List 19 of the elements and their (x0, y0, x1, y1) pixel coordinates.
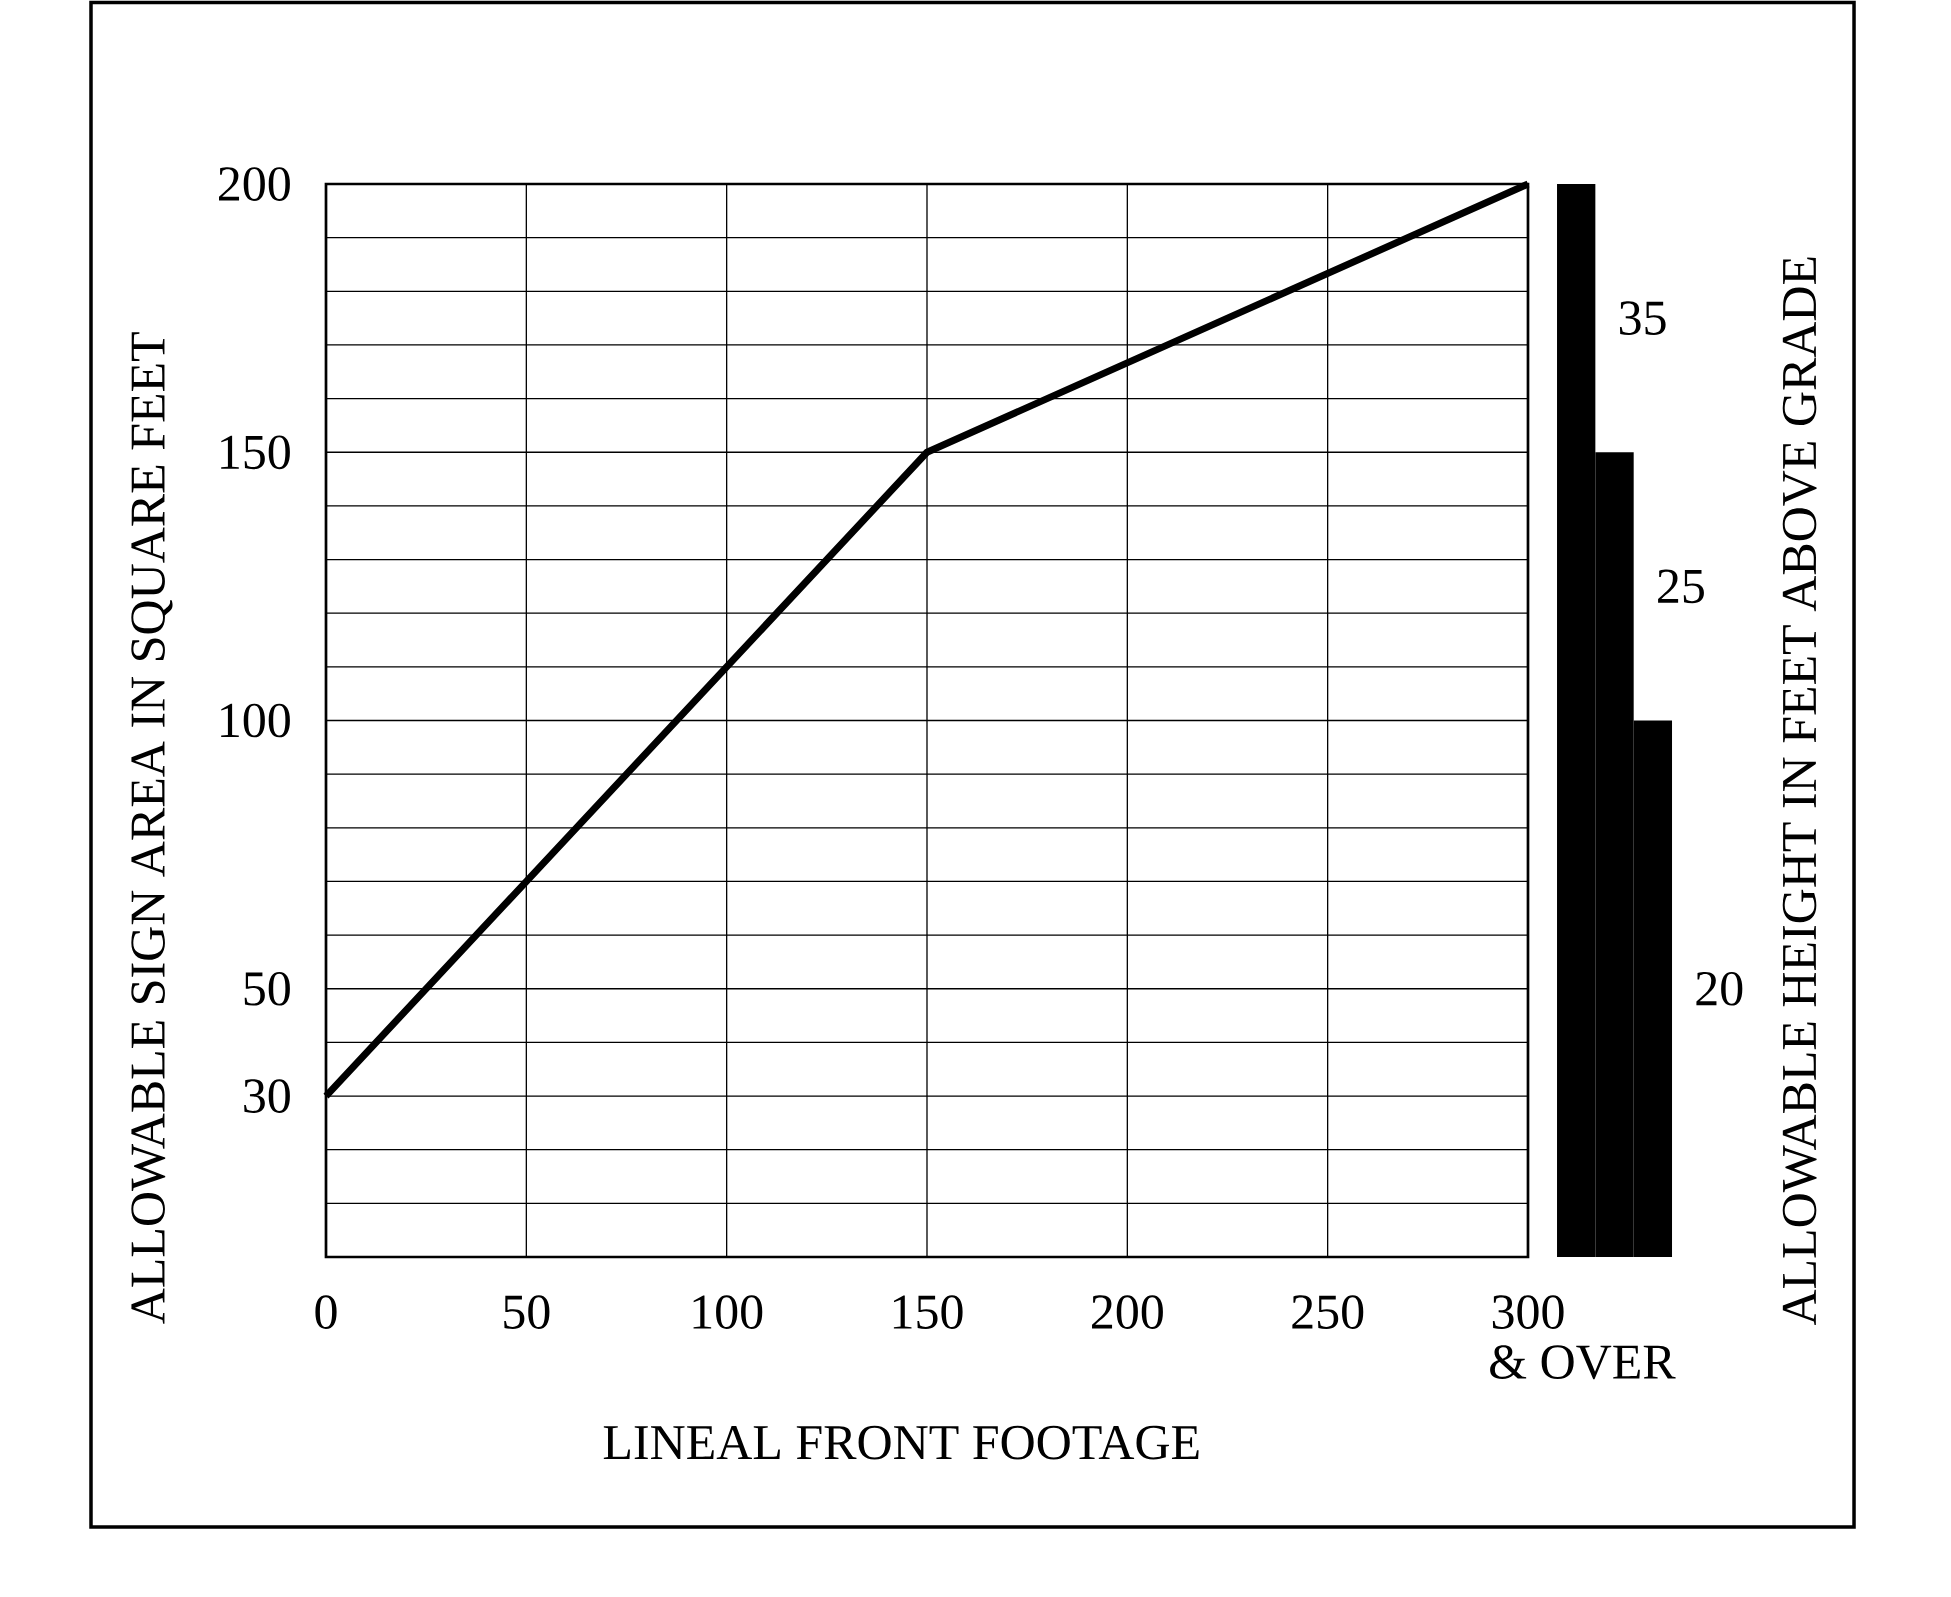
x-tick-label: 150 (893, 1295, 963, 1329)
x-axis-title: LINEAL FRONT FOOTAGE (603, 1425, 1199, 1460)
x-tick-label: 200 (1092, 1295, 1163, 1329)
y-tick-label: 50 (244, 971, 290, 1006)
y-axis-title: ALLOWABLE HEIGHT IN FEET ABOVE GRADE (1782, 257, 1817, 1326)
y-tick-label: 30 (244, 1079, 290, 1113)
annotation: 35 (1619, 301, 1666, 335)
annotation: 25 (1658, 569, 1704, 604)
y-axis-title: ALLOWABLE SIGN AREA IN SQUARE FEET (131, 332, 173, 1324)
y-tick-label: 200 (219, 167, 290, 201)
x-tick-label: 50 (504, 1295, 550, 1329)
text: 20 (1696, 971, 1743, 1006)
y-tick-label: 100 (221, 703, 290, 738)
x-tick-label: 100 (693, 1295, 763, 1329)
text: & OVER (1490, 1345, 1676, 1380)
x-tick-label: 250 (1292, 1295, 1364, 1329)
y-tick-label: 150 (221, 435, 290, 470)
x-tick-label: 300 (1492, 1295, 1564, 1329)
x-tick-label: 0 (315, 1295, 337, 1329)
